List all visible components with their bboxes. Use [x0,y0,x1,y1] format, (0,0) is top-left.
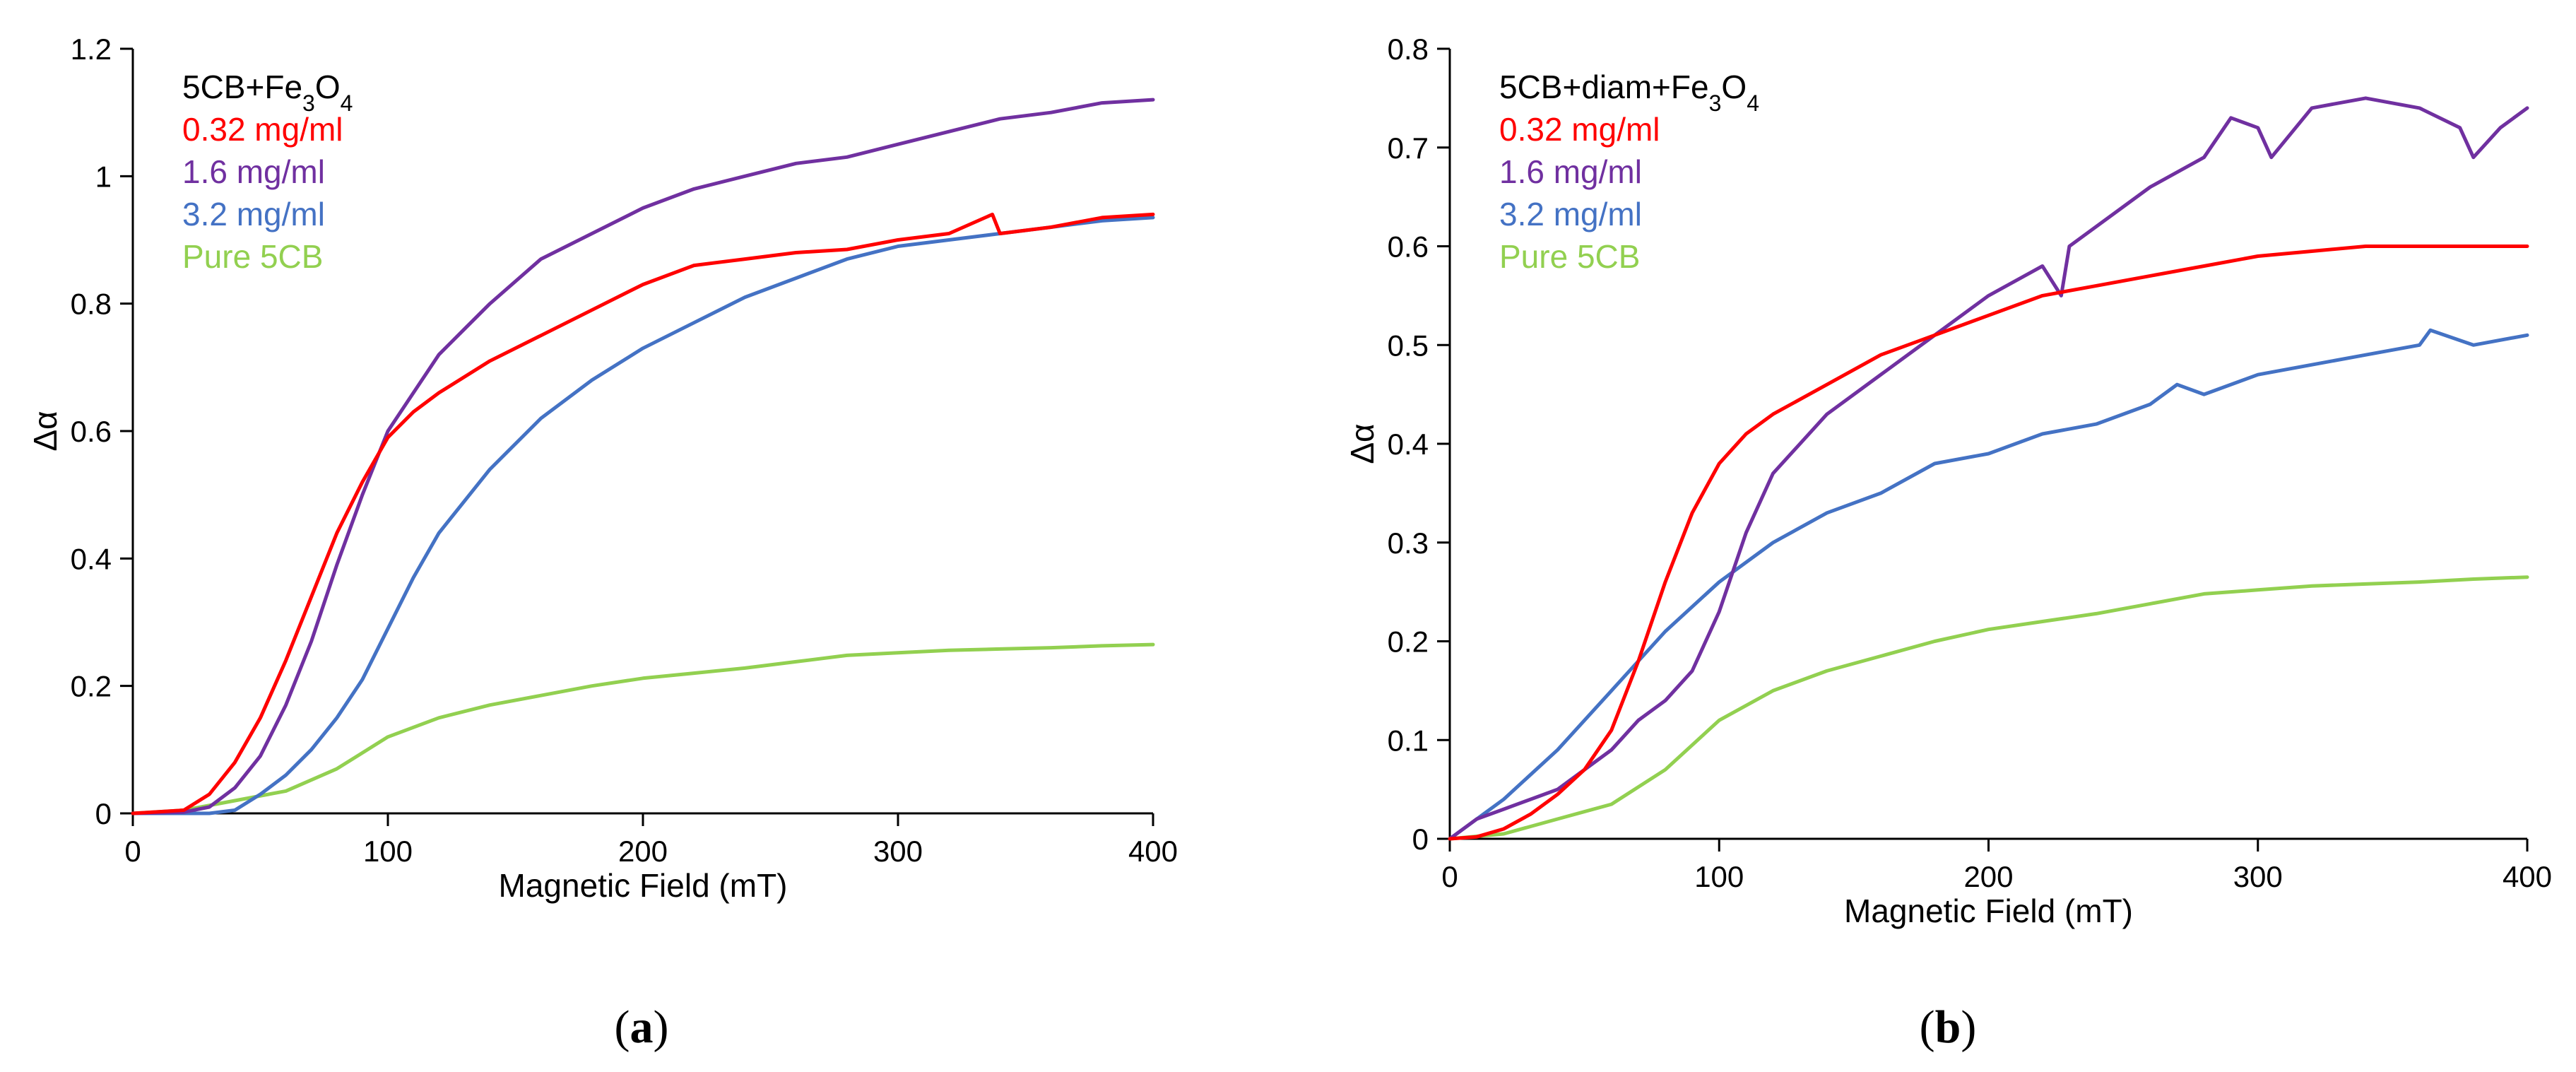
y-tick-label: 1 [95,160,112,193]
x-axis-title: Magnetic Field (mT) [1844,893,2133,929]
x-tick-label: 200 [1963,860,2013,893]
x-tick-label: 0 [1441,860,1458,893]
legend-entry: 0.32 mg/ml [182,111,343,148]
x-tick-label: 300 [2233,860,2283,893]
y-tick-label: 0.2 [1388,625,1429,659]
y-tick-label: 0.3 [1388,526,1429,560]
y-tick-label: 0.8 [1388,33,1429,66]
y-tick-label: 0.6 [1388,230,1429,264]
x-tick-label: 200 [618,835,668,868]
legend-entry: 3.2 mg/ml [182,196,325,232]
y-axis-title: Δα [27,411,64,451]
legend-title: 5CB+diam+Fe3O4 [1499,69,1759,116]
y-tick-label: 0 [95,797,112,830]
series-line [1448,575,2529,841]
x-tick-label: 100 [1694,860,1744,893]
chart-panel-b: 0 0.1 0.2 0.3 0.4 0.5 0.6 0.7 0.8 0 100 200 300 400 Ma… [1344,33,2552,1053]
series-line [1448,245,2529,841]
x-tick-label: 400 [2503,860,2552,893]
y-tick-label: 0.5 [1388,329,1429,362]
y-tick-label: 0.4 [1388,428,1429,461]
legend-entry: Pure 5CB [1499,238,1640,275]
panel-caption: (b) [1920,1001,1977,1053]
legend-entry: 0.32 mg/ml [1499,111,1660,148]
y-tick-label: 1.2 [71,33,112,66]
legend-entry: Pure 5CB [182,238,323,275]
y-tick-label: 0.1 [1388,724,1429,757]
y-tick-label: 0 [1412,823,1429,856]
legend-entry: 1.6 mg/ml [1499,153,1642,190]
x-tick-label: 100 [363,835,413,868]
series-line [1448,328,2529,841]
x-tick-label: 300 [873,835,923,868]
series-line [131,642,1155,815]
x-tick-label: 400 [1128,835,1178,868]
y-axis-title: Δα [1344,423,1381,464]
chart-panel-a: 0 0.2 0.4 0.6 0.8 1 1.2 0 100 200 300 400 Magnetic F… [27,33,1178,1053]
y-tick-label: 0.6 [71,415,112,448]
y-tick-label: 0.7 [1388,131,1429,165]
series-line [1448,96,2529,841]
legend-entry: 1.6 mg/ml [182,153,325,190]
y-tick-label: 0.8 [71,288,112,321]
y-tick-label: 0.2 [71,670,112,703]
x-tick-label: 0 [124,835,141,868]
legend-title: 5CB+Fe3O4 [182,69,353,116]
series-line [131,216,1155,815]
series-line [131,212,1155,815]
legend-entry: 3.2 mg/ml [1499,196,1642,232]
panel-caption: (a) [615,1001,669,1053]
y-tick-label: 0.4 [71,542,112,575]
x-axis-title: Magnetic Field (mT) [499,867,788,904]
series-line [131,98,1155,815]
